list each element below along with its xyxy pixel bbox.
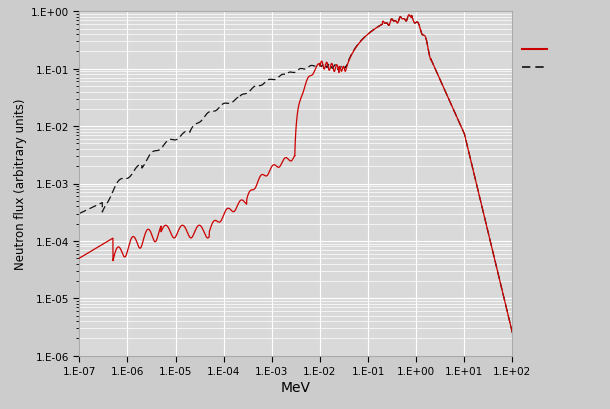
X-axis label: MeV: MeV [281, 380, 311, 394]
Y-axis label: Neutron flux (arbitrary units): Neutron flux (arbitrary units) [13, 99, 27, 270]
Legend: , : , [522, 45, 550, 74]
